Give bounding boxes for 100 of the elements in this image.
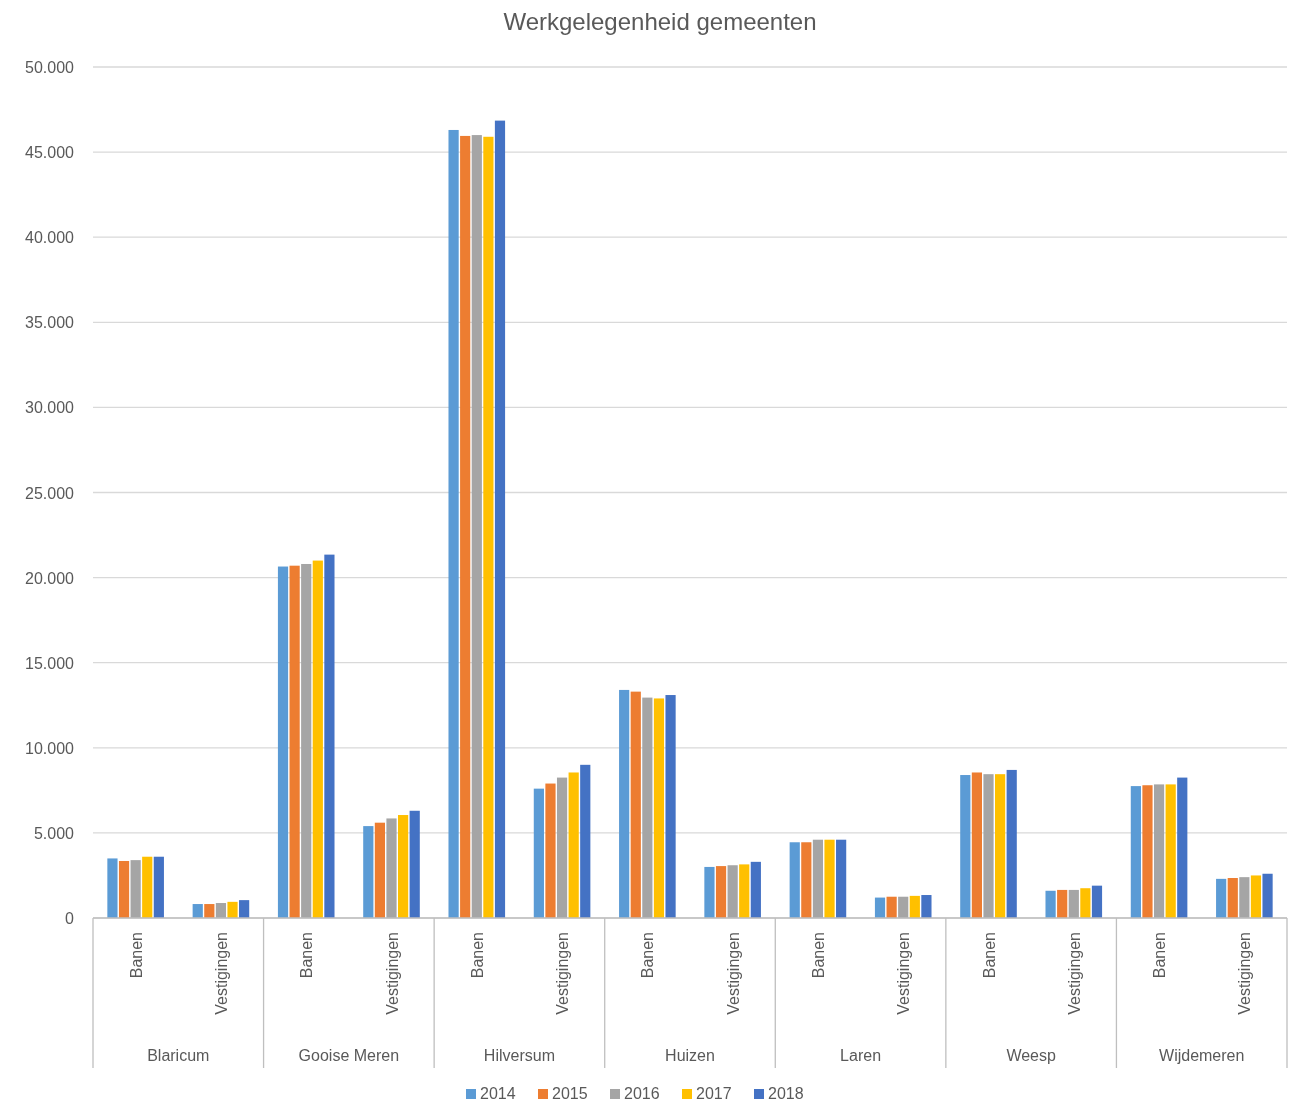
x-tick-label: Banen xyxy=(468,932,486,979)
bar xyxy=(715,866,727,918)
bar xyxy=(801,842,812,918)
x-tick-label: Banen xyxy=(298,932,316,979)
y-tick-label: 35.000 xyxy=(25,314,75,332)
bar xyxy=(886,896,897,918)
legend-label: 2018 xyxy=(768,1085,804,1102)
bar xyxy=(409,810,420,918)
bar xyxy=(118,860,130,918)
text: Gooise Meren xyxy=(298,1047,400,1064)
bar xyxy=(971,772,982,918)
bar xyxy=(374,822,385,918)
bar xyxy=(812,839,824,918)
bar xyxy=(1165,784,1176,918)
bar xyxy=(824,839,835,918)
text: Weesp xyxy=(1006,1047,1056,1064)
bar xyxy=(192,904,203,918)
bar xyxy=(909,895,920,918)
bar xyxy=(568,772,579,918)
bar xyxy=(448,129,459,918)
bar xyxy=(921,895,932,918)
y-tick-label: 0 xyxy=(65,910,75,927)
bar xyxy=(642,697,653,918)
bar xyxy=(215,903,227,918)
text: Huizen xyxy=(665,1047,715,1064)
bar xyxy=(1250,875,1262,918)
bar xyxy=(239,900,250,918)
bar xyxy=(1130,786,1141,918)
x-tick-label: Vestigingen xyxy=(554,932,572,1015)
bar xyxy=(836,839,847,918)
bar xyxy=(1227,878,1238,918)
bar xyxy=(1006,769,1017,918)
x-tick-label: Banen xyxy=(639,932,657,979)
y-tick-label: 15.000 xyxy=(25,654,75,672)
bar xyxy=(1177,777,1188,918)
legend-label: 2015 xyxy=(552,1085,588,1102)
bar xyxy=(386,818,397,918)
legend-label: 2016 xyxy=(624,1085,660,1102)
bar xyxy=(130,860,141,918)
bar xyxy=(398,815,409,918)
bar xyxy=(107,858,118,918)
bar xyxy=(1239,877,1250,918)
y-tick-label: 10.000 xyxy=(25,739,75,757)
bar xyxy=(312,560,323,918)
bar xyxy=(1142,785,1153,918)
bar xyxy=(471,135,482,918)
bar xyxy=(704,866,715,918)
bar xyxy=(483,136,494,918)
bar xyxy=(750,861,761,918)
bar xyxy=(1091,885,1103,918)
bar xyxy=(898,896,909,918)
bar xyxy=(460,135,471,918)
y-tick-label: 20.000 xyxy=(25,569,75,587)
x-tick-label: Banen xyxy=(1151,932,1169,979)
x-tick-label: Vestigingen xyxy=(1065,932,1083,1015)
x-tick-label: Vestigingen xyxy=(724,932,742,1015)
bar xyxy=(289,565,300,918)
bar xyxy=(1262,873,1273,918)
bar xyxy=(960,775,971,918)
x-tick-label: Vestigingen xyxy=(383,932,401,1015)
legend-label: 2017 xyxy=(696,1085,732,1102)
bar xyxy=(545,783,556,918)
bar xyxy=(1080,888,1091,918)
bar xyxy=(556,777,568,918)
bar xyxy=(301,563,312,918)
bar xyxy=(533,788,544,918)
y-tick-label: 5.000 xyxy=(33,824,75,842)
x-tick-label: Banen xyxy=(127,932,145,979)
bar xyxy=(204,904,215,918)
bar xyxy=(580,764,591,918)
y-tick-label: 30.000 xyxy=(25,399,75,417)
y-tick-label: 45.000 xyxy=(25,144,75,162)
bar xyxy=(1216,878,1227,918)
bar xyxy=(619,689,630,918)
x-tick-label: Vestigingen xyxy=(212,932,230,1015)
x-tick-label: Banen xyxy=(980,932,998,979)
bar xyxy=(1153,784,1165,918)
bar xyxy=(789,842,800,918)
bar xyxy=(324,554,335,918)
bar xyxy=(363,826,374,918)
bar xyxy=(630,691,641,918)
chart-title: Werkgelegenheid gemeenten xyxy=(503,8,817,35)
y-tick-label: 50.000 xyxy=(25,59,75,76)
text: Wijdemeren xyxy=(1159,1047,1245,1064)
bar xyxy=(995,774,1006,918)
y-tick-label: 40.000 xyxy=(25,229,75,247)
bar xyxy=(665,695,676,918)
legend-label: 2014 xyxy=(480,1085,516,1102)
bar xyxy=(227,901,238,918)
bar xyxy=(1057,889,1068,918)
bar xyxy=(983,774,994,918)
bar xyxy=(874,897,886,918)
bar xyxy=(1045,890,1056,918)
bar xyxy=(142,856,153,918)
x-tick-label: Banen xyxy=(809,932,827,979)
bar xyxy=(1068,889,1079,918)
bar xyxy=(739,864,750,918)
x-tick-label: Vestigingen xyxy=(895,932,913,1015)
bar xyxy=(277,566,289,918)
bar xyxy=(494,120,506,918)
